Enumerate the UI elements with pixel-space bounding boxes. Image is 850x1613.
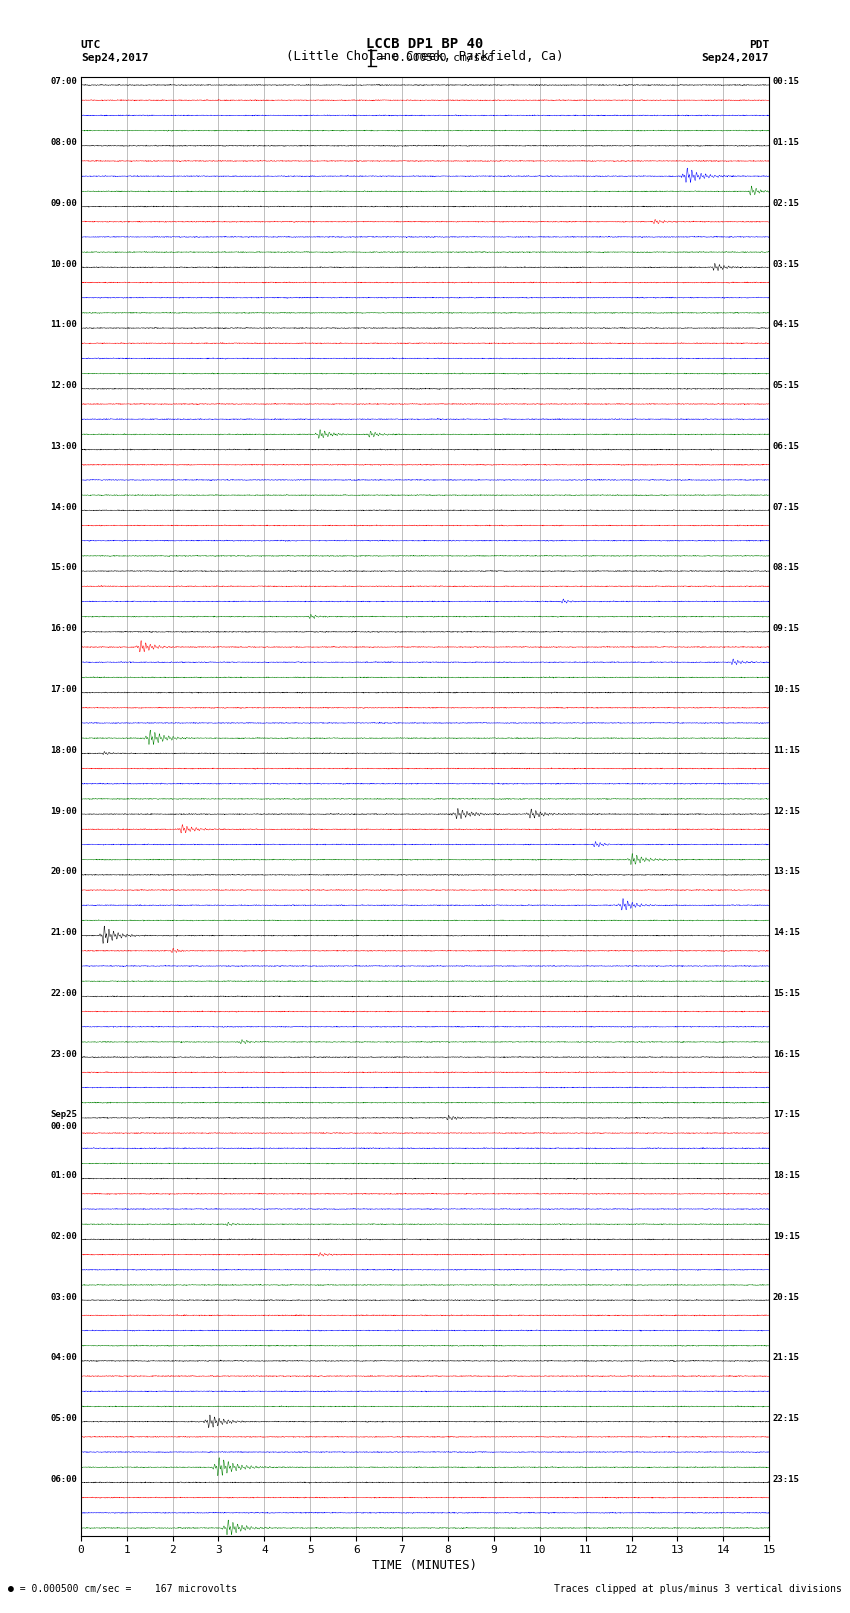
Text: 15:15: 15:15 <box>773 989 800 998</box>
Text: 05:00: 05:00 <box>50 1415 77 1423</box>
Text: 14:00: 14:00 <box>50 503 77 511</box>
Text: 02:15: 02:15 <box>773 198 800 208</box>
Text: 23:15: 23:15 <box>773 1474 800 1484</box>
Text: Sep25: Sep25 <box>50 1110 77 1119</box>
Text: 07:15: 07:15 <box>773 503 800 511</box>
Text: 09:15: 09:15 <box>773 624 800 634</box>
Text: LCCB DP1 BP 40: LCCB DP1 BP 40 <box>366 37 484 52</box>
Text: 09:00: 09:00 <box>50 198 77 208</box>
Text: 18:00: 18:00 <box>50 745 77 755</box>
Text: 03:15: 03:15 <box>773 260 800 269</box>
Text: 00:15: 00:15 <box>773 77 800 87</box>
Text: 21:15: 21:15 <box>773 1353 800 1363</box>
Text: 00:00: 00:00 <box>50 1123 77 1131</box>
Text: 04:00: 04:00 <box>50 1353 77 1363</box>
Text: 21:00: 21:00 <box>50 927 77 937</box>
Text: 04:15: 04:15 <box>773 321 800 329</box>
Text: 11:00: 11:00 <box>50 321 77 329</box>
Text: 20:00: 20:00 <box>50 868 77 876</box>
Text: 08:15: 08:15 <box>773 563 800 573</box>
Text: 16:15: 16:15 <box>773 1050 800 1058</box>
Text: 19:00: 19:00 <box>50 806 77 816</box>
Text: 13:00: 13:00 <box>50 442 77 452</box>
Text: 12:00: 12:00 <box>50 381 77 390</box>
Text: 10:00: 10:00 <box>50 260 77 269</box>
Text: 10:15: 10:15 <box>773 686 800 694</box>
Text: Sep24,2017: Sep24,2017 <box>702 53 769 63</box>
Text: 14:15: 14:15 <box>773 927 800 937</box>
Text: 18:15: 18:15 <box>773 1171 800 1181</box>
Text: 22:00: 22:00 <box>50 989 77 998</box>
Text: Traces clipped at plus/minus 3 vertical divisions: Traces clipped at plus/minus 3 vertical … <box>553 1584 842 1594</box>
Text: 13:15: 13:15 <box>773 868 800 876</box>
Text: 12:15: 12:15 <box>773 806 800 816</box>
Text: 17:15: 17:15 <box>773 1110 800 1119</box>
X-axis label: TIME (MINUTES): TIME (MINUTES) <box>372 1560 478 1573</box>
Text: 22:15: 22:15 <box>773 1415 800 1423</box>
Text: 16:00: 16:00 <box>50 624 77 634</box>
Text: 15:00: 15:00 <box>50 563 77 573</box>
Text: 20:15: 20:15 <box>773 1292 800 1302</box>
Text: Sep24,2017: Sep24,2017 <box>81 53 148 63</box>
Text: 23:00: 23:00 <box>50 1050 77 1058</box>
Text: 03:00: 03:00 <box>50 1292 77 1302</box>
Text: UTC: UTC <box>81 40 101 50</box>
Text: = 0.000500 cm/sec: = 0.000500 cm/sec <box>379 53 494 63</box>
Text: 06:00: 06:00 <box>50 1474 77 1484</box>
Text: 17:00: 17:00 <box>50 686 77 694</box>
Text: 01:15: 01:15 <box>773 139 800 147</box>
Text: (Little Cholane Creek, Parkfield, Ca): (Little Cholane Creek, Parkfield, Ca) <box>286 50 564 63</box>
Text: 19:15: 19:15 <box>773 1232 800 1240</box>
Text: 08:00: 08:00 <box>50 139 77 147</box>
Text: 05:15: 05:15 <box>773 381 800 390</box>
Text: PDT: PDT <box>749 40 769 50</box>
Text: 06:15: 06:15 <box>773 442 800 452</box>
Text: 07:00: 07:00 <box>50 77 77 87</box>
Text: 11:15: 11:15 <box>773 745 800 755</box>
Text: 01:00: 01:00 <box>50 1171 77 1181</box>
Text: ● = 0.000500 cm/sec =    167 microvolts: ● = 0.000500 cm/sec = 167 microvolts <box>8 1584 238 1594</box>
Text: 02:00: 02:00 <box>50 1232 77 1240</box>
